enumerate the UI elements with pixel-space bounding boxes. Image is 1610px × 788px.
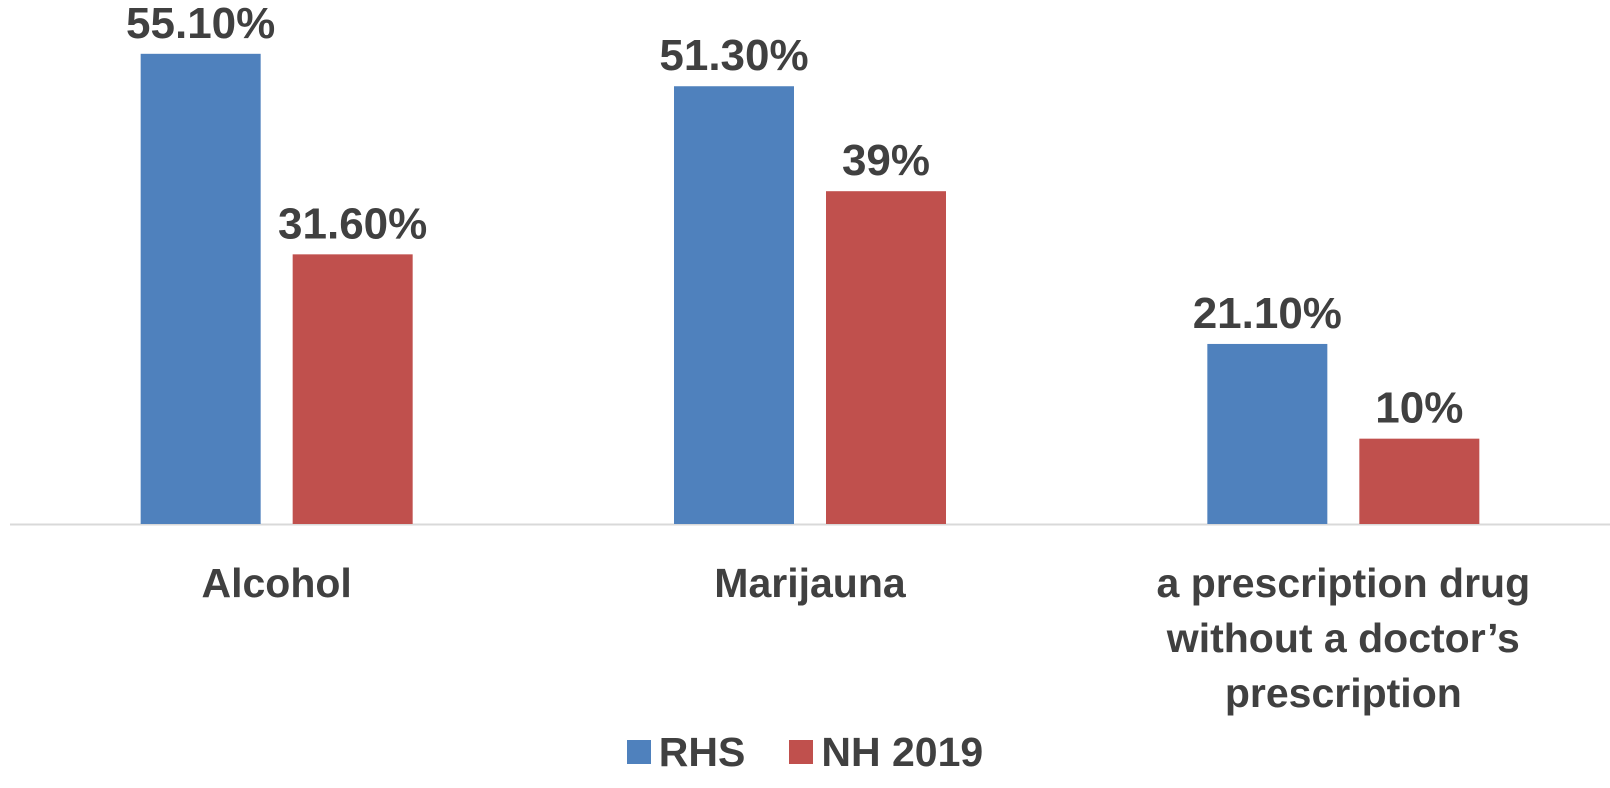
- data-label-rhs-a-prescription-drug: 21.10%: [1193, 289, 1342, 338]
- data-label-rhs-marijauna: 51.30%: [659, 31, 808, 80]
- data-label-nh-2019-alcohol: 31.60%: [278, 199, 427, 248]
- category-label-a-prescription-drug: a prescription drug without a doctor’s pre…: [1157, 560, 1531, 716]
- data-label-nh-2019-a-prescription-drug: 10%: [1375, 384, 1463, 433]
- legend-label-nh-2019: NH 2019: [821, 728, 984, 775]
- legend-label-rhs: RHS: [658, 728, 746, 775]
- bar-nh-2019-marijauna: [826, 191, 946, 524]
- bar-nh-2019-a-prescription-drug: [1359, 438, 1480, 524]
- category-label-alcohol: Alcohol: [202, 560, 352, 606]
- data-label-nh-2019-marijauna: 39%: [842, 136, 930, 185]
- category-label-marijauna: Marijauna: [714, 560, 907, 606]
- bar-nh-2019-alcohol: [292, 254, 413, 524]
- legend: RHS NH 2019: [0, 726, 1610, 778]
- data-label-rhs-alcohol: 55.10%: [126, 0, 275, 48]
- bar-rhs-alcohol: [140, 53, 261, 525]
- legend-item-rhs: RHS: [626, 728, 746, 776]
- bar-rhs-marijauna: [674, 86, 794, 525]
- bar-rhs-a-prescription-drug: [1207, 343, 1328, 524]
- legend-swatch-rhs: [626, 740, 651, 764]
- legend-item-nh-2019: NH 2019: [789, 729, 983, 776]
- legend-swatch-nh-2019: [789, 740, 814, 764]
